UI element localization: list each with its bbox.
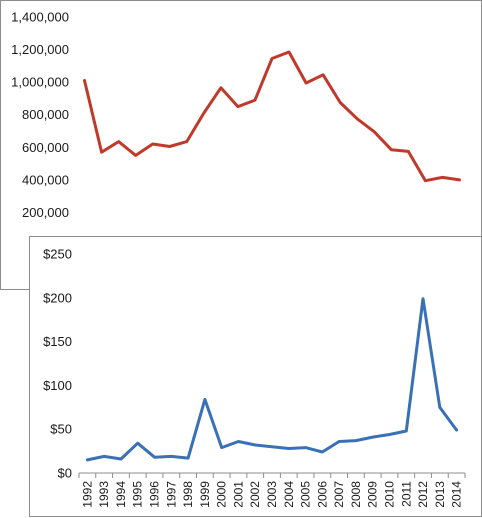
x-tick-label: 2011 (399, 481, 413, 507)
x-tick-label: 2003 (265, 481, 279, 508)
x-tick-label: 2012 (416, 481, 430, 508)
x-tick-label: 1992 (80, 481, 94, 508)
data-point (151, 142, 154, 146)
data-point (170, 455, 173, 458)
x-tick-label: 2010 (382, 481, 396, 508)
x-tick-label: 2005 (299, 481, 313, 508)
data-point (86, 458, 89, 462)
data-point (287, 50, 291, 54)
data-point (405, 429, 408, 433)
data-point (102, 455, 106, 458)
x-tick-label: 2009 (366, 481, 380, 508)
data-point (270, 57, 274, 60)
data-point (168, 145, 171, 148)
x-tick-label: 2000 (215, 481, 229, 508)
x-tick-label: 1997 (164, 481, 178, 508)
data-point (373, 130, 376, 134)
x-tick-label: 2007 (332, 481, 346, 508)
data-point (186, 456, 190, 460)
data-point (441, 176, 444, 179)
y-tick-label: 400,000 (22, 172, 69, 187)
data-point (253, 98, 257, 102)
y-tick-label: 600,000 (22, 140, 69, 155)
x-tick-label: 2013 (433, 481, 447, 508)
data-point (237, 440, 240, 443)
x-tick-label: 1994 (114, 481, 128, 508)
y-tick-label: 200,000 (22, 205, 69, 220)
data-point (83, 79, 86, 82)
x-tick-label: 2001 (231, 481, 245, 508)
x-tick-label: 2004 (282, 481, 296, 508)
data-point (202, 111, 206, 115)
data-point (185, 140, 188, 143)
data-point (388, 433, 391, 436)
data-point (287, 447, 290, 450)
data-point (321, 73, 325, 77)
data-point (304, 81, 308, 85)
data-point (390, 148, 393, 151)
data-point (219, 86, 223, 90)
data-point (354, 439, 358, 442)
data-point (304, 446, 307, 449)
bottom-chart-panel: $0 $50 $100 $150 $200 $250 1992 1993 1994 1995 199… (29, 236, 482, 517)
data-point (371, 435, 374, 439)
data-point (356, 117, 359, 120)
y-tick-label: $0 (58, 466, 72, 481)
top-line-chart: 200,000 400,000 600,000 800,000 1,000,000 1,2… (11, 10, 461, 220)
x-tick-label: 2014 (450, 481, 464, 508)
data-point (458, 178, 461, 182)
data-point (337, 440, 341, 443)
x-tick-label: 1999 (198, 481, 212, 508)
x-tick-label: 2002 (248, 481, 262, 508)
data-point (321, 450, 324, 454)
data-point (153, 456, 156, 459)
y-tick-label: 800,000 (22, 107, 69, 122)
data-point (236, 105, 240, 108)
y-tick-label: $200 (43, 290, 72, 305)
x-tick-label: 1993 (97, 481, 111, 508)
data-point (421, 297, 425, 300)
data-point (438, 406, 442, 409)
data-point (407, 150, 410, 153)
x-tick-label: 2008 (349, 481, 363, 508)
data-point (220, 446, 223, 449)
data-point (117, 140, 120, 143)
data-point (270, 445, 274, 448)
series-line (85, 297, 459, 462)
x-tick-label: 2006 (315, 481, 329, 508)
data-point (134, 154, 137, 157)
data-point (136, 442, 139, 445)
y-tick-label: $100 (43, 378, 72, 393)
data-point (455, 428, 458, 432)
x-tick-label: 1996 (148, 481, 162, 508)
data-point (254, 443, 257, 447)
y-tick-label: $150 (43, 334, 72, 349)
y-tick-label: 1,000,000 (11, 75, 69, 90)
data-point (119, 457, 123, 461)
data-point (424, 179, 427, 182)
series-line (83, 50, 461, 183)
y-tick-label: 1,200,000 (11, 42, 69, 57)
data-point (100, 150, 103, 154)
x-tick-label: 1995 (131, 481, 145, 508)
data-point (338, 101, 342, 104)
y-tick-label: 1,400,000 (11, 10, 69, 25)
x-tick-label: 1998 (181, 481, 195, 508)
y-tick-label: $50 (50, 422, 72, 437)
data-point (203, 398, 207, 401)
y-tick-label: $250 (43, 247, 72, 262)
